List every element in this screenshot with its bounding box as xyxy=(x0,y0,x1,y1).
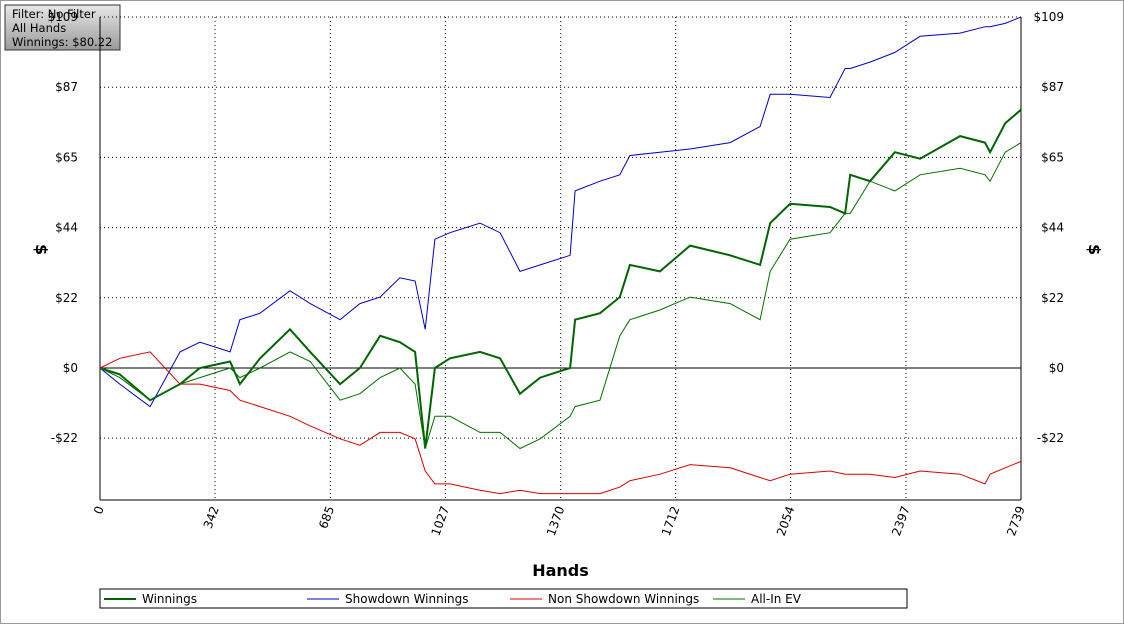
series-line xyxy=(99,142,1022,450)
y-tick-label: -$22 xyxy=(51,431,78,445)
y-tick-label: $0 xyxy=(63,361,78,375)
series-line xyxy=(99,108,1022,449)
series-line xyxy=(99,351,1022,495)
info-text: All Hands xyxy=(12,21,66,35)
legend-box xyxy=(99,588,908,609)
y2-tick-label: $87 xyxy=(1041,80,1064,94)
x-tick-label: 0 xyxy=(91,504,107,516)
y2-tick-label: -$22 xyxy=(1037,431,1064,445)
y-axis-title: $ xyxy=(32,244,51,255)
y2-axis-title: $ xyxy=(1085,244,1104,255)
y2-tick-label: $22 xyxy=(1041,291,1064,305)
y2-tick-label: $109 xyxy=(1033,10,1064,24)
y-tick-label: $22 xyxy=(55,291,78,305)
y-tick-label: $65 xyxy=(55,150,78,164)
info-text: Winnings: $80.22 xyxy=(12,35,112,49)
y-tick-label: $87 xyxy=(55,80,78,94)
legend-label: Showdown Winnings xyxy=(345,592,469,606)
y-tick-label: $109 xyxy=(47,10,78,24)
legend-label: Winnings xyxy=(142,592,197,606)
legend-label: Non Showdown Winnings xyxy=(548,592,699,606)
info-text: Filter: No Filter xyxy=(12,7,96,21)
y2-tick-label: $65 xyxy=(1041,150,1064,164)
series-line xyxy=(99,16,1022,408)
x-axis-title: Hands xyxy=(532,561,589,580)
y2-tick-label: $44 xyxy=(1041,221,1064,235)
y2-tick-label: $0 xyxy=(1049,361,1064,375)
y-tick-label: $44 xyxy=(55,221,78,235)
info-box xyxy=(4,4,121,51)
legend-label: All-In EV xyxy=(751,592,802,606)
